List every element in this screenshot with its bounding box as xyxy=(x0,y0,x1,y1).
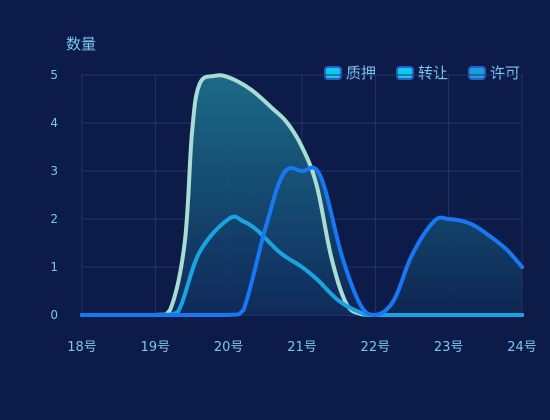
y-tick-label: 0 xyxy=(50,308,58,322)
y-tick-label: 3 xyxy=(50,164,58,178)
x-tick-label: 19号 xyxy=(141,340,171,355)
x-tick-label: 23号 xyxy=(434,340,464,355)
x-tick-label: 18号 xyxy=(67,340,97,355)
y-tick-label: 4 xyxy=(50,116,58,130)
y-tick-label: 2 xyxy=(50,212,58,226)
x-tick-label: 20号 xyxy=(214,340,244,355)
y-axis-title: 数量 xyxy=(66,35,97,53)
legend-label-transfer: 转让 xyxy=(417,64,448,82)
legend-item-license[interactable]: 许可 xyxy=(467,62,520,83)
series-line-license xyxy=(80,165,524,318)
y-tick-label: 1 xyxy=(50,260,58,274)
legend-swatch-transfer xyxy=(395,65,414,80)
x-tick-label: 22号 xyxy=(361,340,391,355)
legend-swatch-pledge xyxy=(323,65,342,80)
legend-item-transfer[interactable]: 转让 xyxy=(395,62,448,83)
legend-label-pledge: 质押 xyxy=(345,64,376,82)
legend-item-pledge[interactable]: 质押 xyxy=(323,62,376,83)
legend: 质押 转让 许可 xyxy=(323,62,520,83)
legend-label-license: 许可 xyxy=(489,64,520,82)
x-tick-label: 24号 xyxy=(507,340,537,355)
legend-swatch-license xyxy=(467,65,486,80)
y-tick-label: 5 xyxy=(50,68,58,82)
x-tick-label: 21号 xyxy=(287,340,317,355)
